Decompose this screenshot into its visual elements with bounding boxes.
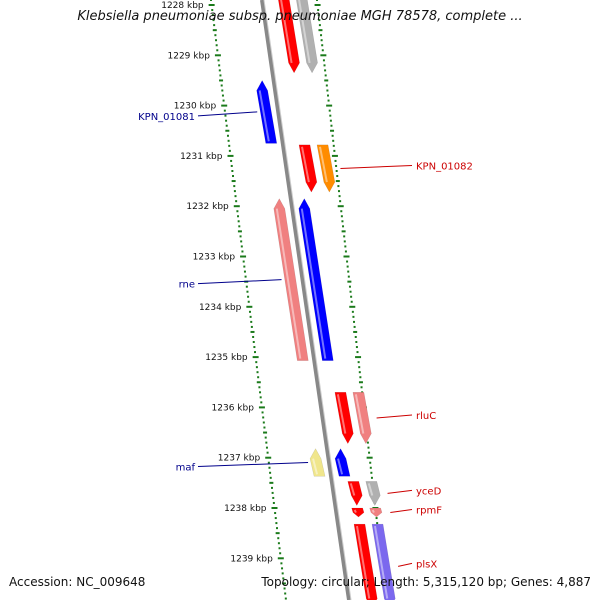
gene-arrow[interactable] — [298, 144, 318, 193]
gene-arrow[interactable] — [353, 523, 378, 600]
gene-arrow-highlight — [374, 525, 389, 599]
gene-label-leader — [387, 489, 413, 494]
gene-arrow[interactable] — [275, 0, 300, 74]
gene-label[interactable]: plsX — [416, 559, 437, 570]
backbone-line — [260, 0, 351, 600]
gene-arrow[interactable] — [347, 481, 363, 507]
gene-arrow-highlight — [312, 458, 319, 475]
gene-arrow[interactable] — [256, 79, 278, 144]
tick-labels: 1228 kbp 1229 kbp 1230 kbp 1231 kbp 1232 kbp… — [161, 1, 273, 564]
gene-arrow[interactable] — [352, 392, 372, 445]
gene-arrow[interactable] — [273, 198, 309, 361]
tick-label: 1234 kbp — [199, 303, 242, 313]
gene-label[interactable]: KPN_01082 — [416, 161, 473, 172]
gene-label[interactable]: maf — [176, 462, 196, 473]
gene-label[interactable]: KPN_01081 — [138, 112, 195, 123]
tick-label: 1239 kbp — [230, 554, 273, 564]
tick-label: 1230 kbp — [174, 102, 217, 112]
gene-arrow-highlight — [349, 483, 356, 496]
gene-features — [256, 0, 396, 600]
tick-label: 1238 kbp — [224, 504, 267, 514]
gene-arrow-highlight — [337, 458, 344, 475]
gene-arrow[interactable] — [351, 507, 365, 518]
map-title: Klebsiella pneumoniae subsp. pneumoniae … — [77, 9, 523, 24]
gene-label-leader — [390, 509, 413, 514]
gene-arrow[interactable] — [369, 507, 383, 518]
tick-label: 1235 kbp — [205, 353, 248, 363]
gene-arrow[interactable] — [365, 481, 381, 507]
gene-arrow[interactable] — [298, 198, 334, 361]
gene-arrow[interactable] — [309, 448, 326, 477]
tick-label: 1233 kbp — [193, 253, 236, 263]
gene-arrow-highlight — [367, 483, 374, 496]
gene-arrow-highlight — [353, 509, 357, 513]
gene-arrow-highlight — [275, 208, 302, 359]
gene-label-leader — [340, 164, 413, 169]
gene-label[interactable]: rne — [179, 280, 195, 291]
genome-summary-text: Topology: circular; Length: 5,315,120 bp… — [261, 575, 591, 589]
gene-arrow-highlight — [371, 509, 375, 513]
accession-text: Accession: NC_009648 — [9, 575, 146, 589]
gene-label[interactable]: rpmF — [416, 506, 442, 517]
gene-arrow-highlight — [354, 394, 365, 434]
gene-label-leader — [197, 111, 258, 117]
genome-backbone — [260, 0, 352, 600]
tick-label: 1228 kbp — [161, 1, 204, 11]
tick-label: 1236 kbp — [212, 403, 255, 413]
gene-arrow[interactable] — [293, 0, 318, 74]
tick-label: 1237 kbp — [218, 454, 261, 464]
gene-arrow-highlight — [356, 525, 371, 599]
backbone-highlight — [263, 0, 352, 600]
gene-label[interactable]: yceD — [416, 486, 442, 497]
gene-arrow[interactable] — [371, 523, 396, 600]
tick-label: 1229 kbp — [168, 51, 211, 61]
gene-arrow[interactable] — [334, 448, 351, 477]
gene-label-leader — [197, 279, 282, 285]
gene-label-leader — [398, 562, 413, 567]
gene-label[interactable]: rluC — [416, 411, 436, 422]
gene-arrow-highlight — [319, 146, 328, 183]
gene-arrow-highlight — [300, 208, 327, 359]
gene-arrow-highlight — [336, 394, 347, 434]
tick-marks-left — [208, 0, 287, 600]
gene-arrow-highlight — [298, 0, 311, 64]
gene-label-leader — [197, 461, 309, 467]
gene-arrow-highlight — [301, 146, 310, 183]
gene-arrow[interactable] — [316, 144, 336, 193]
tick-label: 1232 kbp — [186, 202, 229, 212]
tick-label: 1231 kbp — [180, 152, 223, 162]
gene-arrow-highlight — [258, 90, 270, 142]
gene-arrow-highlight — [280, 0, 293, 64]
gene-arrow[interactable] — [334, 392, 354, 445]
gene-label-leader — [376, 414, 413, 419]
